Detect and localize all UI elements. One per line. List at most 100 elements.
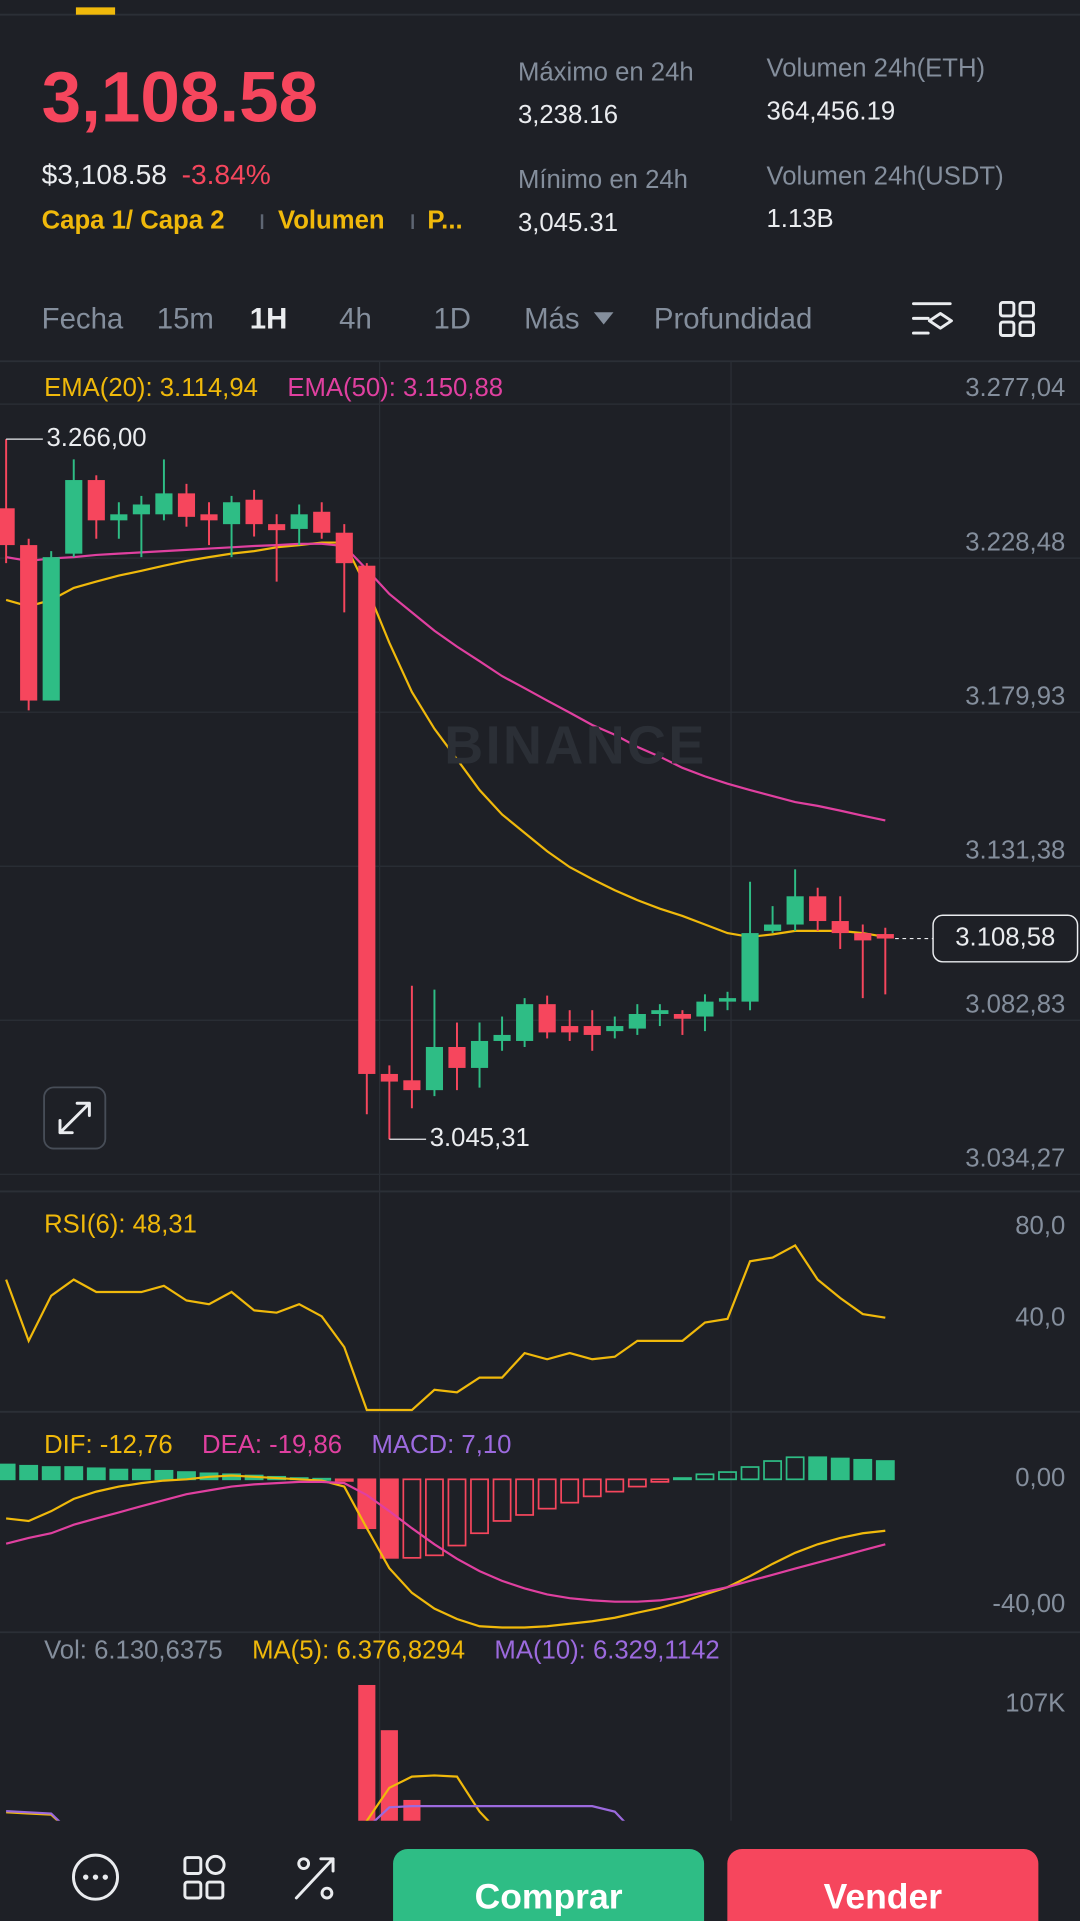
candle-body [290,514,308,529]
stat-value: 3,045.31 [518,209,618,237]
macd-bar [64,1466,84,1481]
candle-body [786,896,804,925]
candle-body [132,504,150,515]
margin-icon[interactable] [294,1857,335,1900]
last-price: 3,108.58 [42,59,318,138]
legend-entry: EMA(50): 3.150,88 [287,374,503,402]
indicator-line [5,1474,886,1629]
macd-bar [425,1478,444,1557]
panel [0,1456,895,1629]
macd-bar [853,1458,873,1481]
tag-separator [260,214,264,229]
layout-icon[interactable] [998,300,1035,337]
panel: BINANCE 3.266,00 3.045,31 [0,403,1080,1175]
candle-body [606,1026,624,1032]
y-tick-label: 3.228,48 [965,528,1065,556]
volume-bar [380,1730,398,1821]
more-icon[interactable] [72,1853,120,1901]
tag[interactable]: P... [427,206,462,234]
last-price-box [932,914,1079,963]
candle-body [87,480,105,521]
macd-bar [695,1473,715,1481]
macd-bar [447,1478,467,1547]
indicator-line [5,542,886,822]
candle-body [764,924,782,931]
candle-body [177,493,196,517]
macd-bar [470,1478,489,1535]
candle-body [200,514,218,521]
macd-bar [808,1456,828,1481]
macd-bar [131,1468,151,1481]
candle-body [245,499,263,525]
grid-icon[interactable] [183,1854,226,1900]
indicator-line [5,1480,886,1603]
buy-button[interactable] [393,1848,705,1921]
expand-button[interactable] [43,1086,107,1150]
chart-layer: BINANCE 3.266,00 3.045,31 3.277,04 3.228,48 3… [0,374,1080,1821]
legend-entry: MACD: 7,10 [371,1431,511,1459]
macd-bar [605,1478,625,1493]
stat-label: Volumen 24h(USDT) [767,162,1004,190]
y-tick-label: 0,00 [1015,1464,1065,1492]
indicator-settings-icon[interactable] [912,302,953,335]
candle-body [809,896,827,922]
interval-tab[interactable]: 1H [250,303,288,336]
macd-bar [627,1478,647,1488]
tag[interactable]: Capa 1/ Capa 2 [42,206,225,234]
candle-body [448,1046,466,1068]
sell-button[interactable] [727,1848,1039,1921]
volume-bar [358,1684,376,1821]
candle-body [831,921,849,934]
interval-tab[interactable]: 4h [339,303,372,336]
candle-body [110,514,128,521]
candle-body [358,565,376,1074]
legend-entry: Vol: 6.130,6375 [44,1637,223,1665]
macd-bar [86,1467,106,1481]
stat-label: Máximo en 24h [518,58,694,86]
candle-body [313,511,331,533]
tag[interactable]: Volumen [278,206,385,234]
macd-bar [785,1456,805,1481]
candle-body [222,502,241,525]
macd-bar [582,1478,602,1498]
high-label: 3.266,00 [47,424,147,452]
interval-tab[interactable]: Fecha [42,303,124,336]
legend-entry: DIF: -12,76 [44,1431,173,1459]
indicator-line [6,1774,490,1821]
panel [5,1243,886,1412]
sell-label[interactable]: Vender [824,1877,943,1917]
stat-label: Mínimo en 24h [518,166,688,194]
macd-bar [650,1478,670,1483]
macd-bar [41,1466,61,1481]
indicator-line [5,1243,886,1412]
last-price-label: 3.108,58 [955,923,1055,951]
candle-body [651,1010,669,1014]
candle-body [696,1001,714,1017]
interval-tab[interactable]: 1D [433,303,471,336]
candle-body [0,508,15,546]
usd-price: $3,108.58 [42,159,167,190]
candle-body [538,1004,556,1033]
legend-entry: DEA: -19,86 [202,1431,342,1459]
macd-bar [515,1478,535,1516]
candle-body [268,524,286,531]
macd-bar [379,1478,399,1559]
candle-body [628,1013,646,1029]
candle-body [403,1080,421,1091]
macd-bar [718,1471,737,1481]
stat-label: Volumen 24h(ETH) [767,55,986,83]
buy-label[interactable]: Comprar [475,1877,623,1917]
macd-bar [109,1468,129,1481]
macd-bar [357,1478,377,1530]
more-tab[interactable]: Más [524,303,580,336]
y-tick-label: 3.277,04 [965,374,1065,402]
dropdown-arrow [593,312,614,325]
depth-tab[interactable]: Profundidad [654,303,812,336]
interval-tab[interactable]: 15m [157,303,214,336]
candle-body [380,1073,398,1082]
macd-bar [537,1478,557,1510]
candle-body [876,934,894,939]
macd-bar [763,1460,783,1481]
low-label: 3.045,31 [430,1124,530,1152]
legend-entry: RSI(6): 48,31 [44,1211,197,1239]
